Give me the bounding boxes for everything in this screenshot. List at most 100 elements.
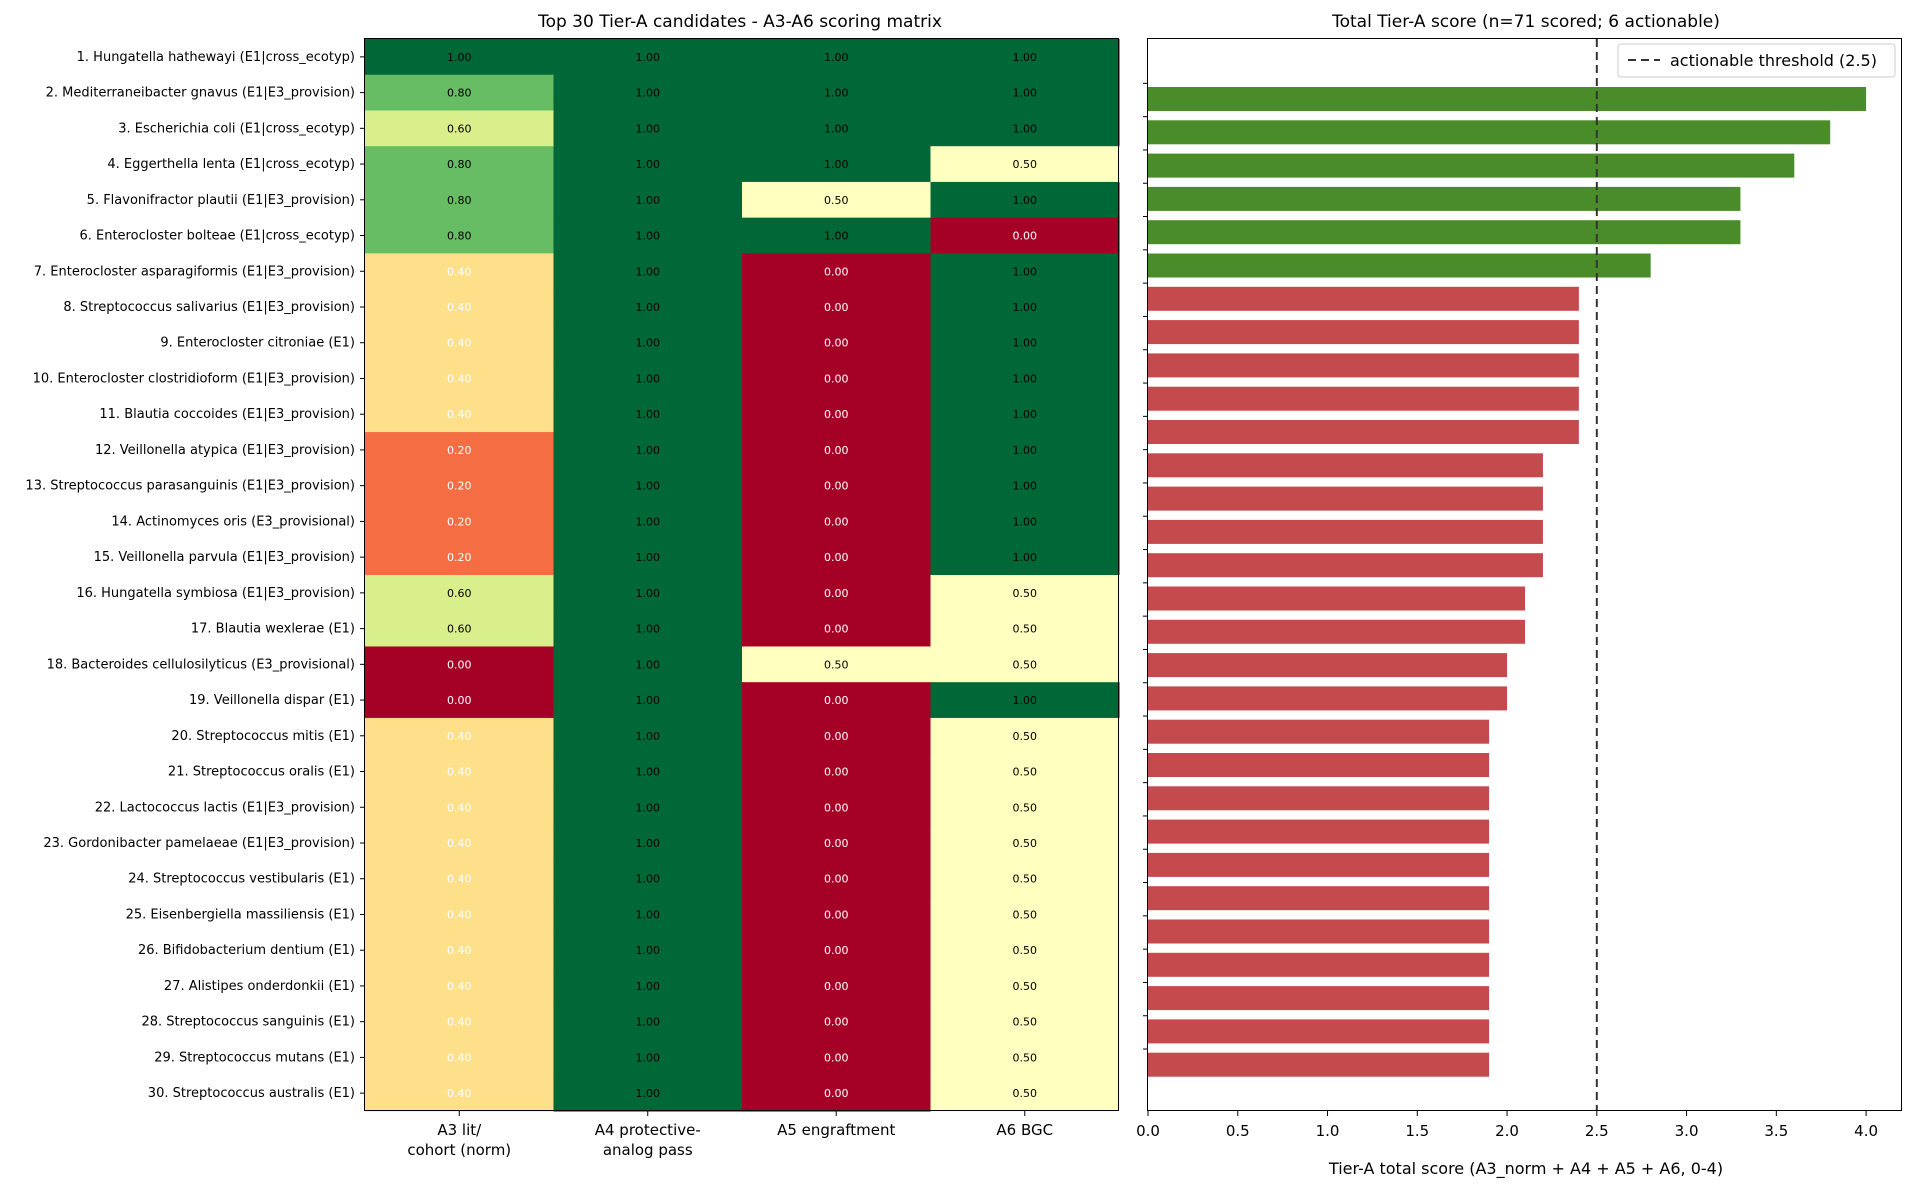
heatmap-cell: [553, 110, 743, 147]
heatmap-value-label: 1.00: [1013, 515, 1038, 528]
heatmap-cell: [553, 253, 743, 290]
bar-non-actionable: [1148, 453, 1543, 478]
heatmap-cell: [742, 74, 932, 112]
heatmap-value-label: 0.00: [824, 1087, 849, 1100]
heatmap-panel: Top 30 Tier-A candidates - A3-A6 scoring…: [25, 12, 1120, 1159]
heatmap-column-label: A5 engraftment: [777, 1121, 895, 1139]
heatmap-cell: [742, 968, 932, 1005]
heatmap-row-label: 15. Veillonella parvula (E1|E3_provision…: [94, 550, 355, 565]
heatmap-cell: [553, 753, 743, 790]
heatmap-value-label: 0.00: [824, 730, 849, 743]
heatmap-cell: [742, 682, 932, 719]
heatmap-value-label: 1.00: [824, 158, 849, 171]
heatmap-value-label: 1.00: [1013, 122, 1038, 135]
heatmap-row-label: 21. Streptococcus oralis (E1): [168, 765, 355, 780]
heatmap-value-label: 0.00: [1013, 230, 1038, 243]
heatmap-value-label: 0.50: [1013, 1051, 1038, 1064]
heatmap-cell: [742, 253, 932, 290]
heatmap-cell: [742, 1075, 932, 1112]
heatmap-value-label: 1.00: [636, 122, 661, 135]
heatmap-cell: [553, 396, 743, 433]
heatmap-cell: [742, 646, 932, 683]
heatmap-value-label: 0.40: [447, 944, 472, 957]
heatmap-cell: [742, 789, 932, 826]
heatmap-cell: [930, 146, 1120, 183]
bar-non-actionable: [1148, 886, 1490, 911]
heatmap-column-label-line2: analog pass: [603, 1141, 693, 1159]
heatmap-cell: [365, 1003, 555, 1041]
bar-non-actionable: [1148, 819, 1490, 844]
heatmap-cell: [365, 1039, 555, 1076]
heatmap-cell: [553, 539, 743, 576]
heatmap-value-label: 0.80: [447, 87, 472, 100]
heatmap-value-label: 1.00: [636, 1087, 661, 1100]
heatmap-value-label: 0.50: [1013, 730, 1038, 743]
heatmap-row-label: 22. Lactococcus lactis (E1|E3_provision): [95, 800, 355, 815]
heatmap-value-label: 0.00: [824, 766, 849, 779]
legend-label: actionable threshold (2.5): [1670, 51, 1877, 70]
heatmap-row-label: 10. Enterocloster clostridioform (E1|E3_…: [33, 371, 355, 386]
heatmap-value-label: 0.00: [824, 480, 849, 493]
heatmap-cell: [930, 1003, 1120, 1041]
heatmap-value-label: 0.50: [1013, 944, 1038, 957]
bar-non-actionable: [1148, 753, 1490, 777]
heatmap-row-labels: 1. Hungatella hathewayi (E1|cross_ecotyp…: [25, 50, 365, 1101]
bar-non-actionable: [1148, 686, 1508, 711]
heatmap-cell: [742, 503, 932, 540]
heatmap-cell: [930, 1039, 1120, 1076]
heatmap-value-label: 1.00: [636, 265, 661, 278]
heatmap-frame: [364, 38, 1119, 1111]
bar-x-tick-label: 2.5: [1585, 1122, 1609, 1140]
bar-x-tick-label: 0.0: [1136, 1122, 1160, 1140]
heatmap-value-label: 0.00: [824, 908, 849, 921]
bar-actionable: [1148, 153, 1795, 178]
heatmap-cell: [742, 896, 932, 933]
heatmap-cell: [742, 217, 932, 254]
heatmap-row-label: 28. Streptococcus sanguinis (E1): [141, 1015, 355, 1030]
heatmap-row-label: 5. Flavonifractor plautii (E1|E3_provisi…: [87, 193, 355, 208]
heatmap-row-label: 4. Eggerthella lenta (E1|cross_ecotyp): [107, 157, 355, 172]
heatmap-value-label: 1.00: [447, 51, 472, 64]
heatmap-row-label: 24. Streptococcus vestibularis (E1): [128, 872, 355, 887]
legend: actionable threshold (2.5): [1617, 43, 1896, 78]
heatmap-value-label: 1.00: [636, 158, 661, 171]
heatmap-cell: [365, 253, 555, 290]
heatmap-cell: [365, 181, 555, 219]
heatmap-cell: [930, 896, 1120, 933]
heatmap-cell: [930, 432, 1120, 469]
heatmap-cell: [365, 360, 555, 397]
heatmap-cell: [930, 181, 1120, 219]
heatmap-cell: [742, 1003, 932, 1041]
bar-x-tick-label: 4.0: [1854, 1122, 1878, 1140]
heatmap-value-label: 0.40: [447, 1016, 472, 1029]
bar-non-actionable: [1148, 653, 1508, 678]
heatmap-cell: [930, 467, 1120, 505]
heatmap-cell: [553, 682, 743, 719]
heatmap-cell: [365, 217, 555, 254]
heatmap-value-label: 0.50: [824, 658, 849, 671]
heatmap-cell: [742, 39, 932, 76]
heatmap-value-label: 1.00: [1013, 551, 1038, 564]
heatmap-row-label: 11. Blautia coccoides (E1|E3_provision): [99, 407, 355, 422]
heatmap-cell: [930, 289, 1120, 326]
heatmap-value-label: 0.50: [824, 194, 849, 207]
heatmap-cell: [553, 432, 743, 469]
heatmap-value-label: 1.00: [1013, 194, 1038, 207]
heatmap-cell: [930, 789, 1120, 826]
heatmap-value-label: 0.00: [824, 515, 849, 528]
heatmap-cell: [553, 717, 743, 755]
heatmap-value-label: 0.60: [447, 587, 472, 600]
heatmap-cell: [742, 360, 932, 397]
heatmap-value-label: 0.40: [447, 873, 472, 886]
heatmap-value-label: 0.00: [824, 873, 849, 886]
heatmap-title: Top 30 Tier-A candidates - A3-A6 scoring…: [537, 12, 942, 32]
heatmap-cell: [742, 181, 932, 219]
heatmap-row-label: 20. Streptococcus mitis (E1): [171, 729, 355, 744]
bar-non-actionable: [1148, 852, 1490, 877]
heatmap-value-label: 1.00: [636, 587, 661, 600]
heatmap-value-label: 0.50: [1013, 980, 1038, 993]
heatmap-cell: [553, 1075, 743, 1112]
heatmap-cell: [365, 753, 555, 790]
heatmap-row-label: 8. Streptococcus salivarius (E1|E3_provi…: [63, 300, 355, 315]
